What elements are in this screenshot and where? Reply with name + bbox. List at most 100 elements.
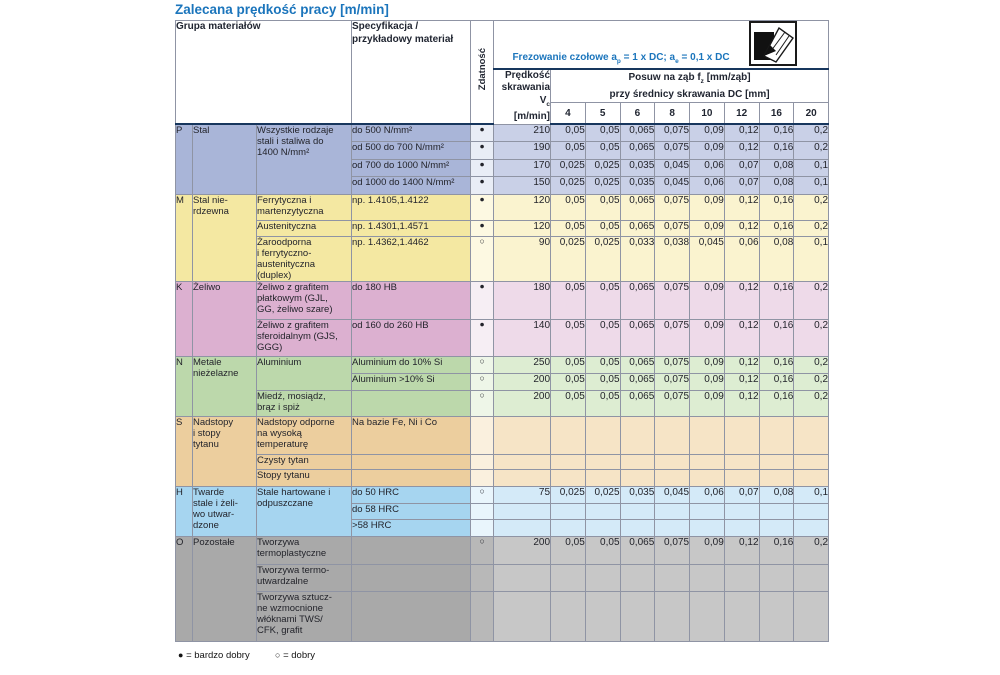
feed-cell: 0,05	[550, 355, 586, 374]
feed-cell	[793, 518, 830, 537]
feed-cell: 0,16	[758, 535, 795, 565]
spec-cell: Na bazie Fe, Ni i Co	[351, 415, 472, 455]
filled-dot-symbol: ●	[178, 650, 184, 660]
cutting-speed-cell: 200	[493, 390, 552, 417]
header-cutting-speed: Prędkość skrawania Vc [m/min]	[493, 68, 552, 125]
header-specification: Specyfikacja / przykładowy materiał	[351, 20, 472, 125]
feed-cell: 0,05	[550, 318, 586, 357]
section-hardened: H Twarde stale i żeli- wo utwar- dzone S…	[175, 485, 830, 537]
subgroup-cell: Nadstopy odporne na wysoką temperaturę	[255, 415, 353, 455]
table-row: K Żeliwo Żeliwo z grafitem płatkowym (GJ…	[175, 280, 830, 357]
feed-cell: 0,12	[723, 123, 760, 142]
feed-cell	[793, 590, 830, 642]
table-row: Żaroodporna i ferrytyczno- austenityczna…	[176, 235, 830, 282]
feed-cell: 0,045	[654, 485, 691, 504]
subgroup-cell: Aluminium	[255, 355, 353, 391]
table-row: Tworzywa termo- utwardzalne	[176, 563, 830, 592]
group-name: Twarde stale i żeli- wo utwar- dzone	[192, 485, 257, 537]
feed-cell: 0,065	[619, 219, 656, 237]
suitability-cell: ○	[470, 535, 495, 565]
table-row: Aluminium >10% Si ○ 200 0,05 0,05 0,065 0,0…	[176, 373, 830, 391]
header-dc-6: 6	[619, 102, 656, 126]
feed-cell: 0,09	[689, 219, 725, 237]
feed-cell: 0,065	[619, 123, 656, 142]
subgroup-cell: Austenityczna	[255, 219, 353, 237]
feed-cell: 0,09	[689, 318, 725, 357]
cutting-speed-cell: 210	[493, 123, 552, 142]
suitability-rotated-label: Zdatność	[476, 48, 488, 91]
group-letter: M	[175, 193, 193, 282]
feed-cell: 0,035	[619, 158, 656, 177]
feed-cell: 0,2	[793, 373, 830, 391]
feed-cell: 0,025	[584, 176, 621, 195]
feed-cell	[550, 563, 586, 592]
header-face-milling: Frezowanie czołowe ap = 1 x DC; ae = 0,1…	[493, 20, 830, 70]
section-superalloys: S Nadstopy i stopy tytanu Nadstopy odpor…	[175, 415, 830, 487]
cutting-speed-cell: 120	[493, 219, 552, 237]
section-cast-iron: K Żeliwo Żeliwo z grafitem płatkowym (GJ…	[175, 280, 830, 357]
header-dc-10: 10	[689, 102, 725, 126]
feed-cell	[584, 518, 621, 537]
feed-cell	[689, 415, 725, 455]
feed-cell	[584, 563, 621, 592]
feed-cell: 0,12	[723, 535, 760, 565]
feed-cell: 0,16	[758, 280, 795, 320]
feed-cell	[758, 563, 795, 592]
feed-cell	[689, 502, 725, 520]
feed-cell: 0,025	[550, 176, 586, 195]
feed-cell: 0,05	[550, 280, 586, 320]
feed-cell: 0,025	[584, 235, 621, 282]
feed-cell	[654, 590, 691, 642]
group-name: Nadstopy i stopy tytanu	[192, 415, 257, 487]
spec-cell: od 500 do 700 N/mm²	[351, 141, 472, 160]
cutting-speed-cell	[493, 590, 552, 642]
feed-cell: 0,06	[723, 235, 760, 282]
feed-cell: 0,05	[584, 535, 621, 565]
feed-cell: 0,05	[584, 219, 621, 237]
spec-cell: od 1000 do 1400 N/mm²	[351, 176, 472, 195]
table-row: O Pozostałe Tworzywa termoplastyczne ○ 2…	[175, 535, 830, 642]
spec-cell: do 50 HRC	[351, 485, 472, 504]
cutting-speed-cell: 170	[493, 158, 552, 177]
feed-cell	[619, 415, 656, 455]
subgroup-cell: Stale hartowane i odpuszczane	[255, 485, 353, 537]
suitability-cell	[470, 563, 495, 592]
feed-cell: 0,05	[584, 280, 621, 320]
feed-cell	[619, 453, 656, 470]
feed-cell: 0,065	[619, 373, 656, 391]
feed-cell: 0,05	[550, 219, 586, 237]
feed-cell	[619, 468, 656, 487]
feed-cell: 0,075	[654, 355, 691, 374]
feed-cell: 0,12	[723, 219, 760, 237]
feed-cell	[689, 563, 725, 592]
feed-cell	[584, 590, 621, 642]
feed-cell: 0,05	[584, 193, 621, 221]
spec-cell: do 500 N/mm²	[351, 123, 472, 142]
cutting-speed-cell: 180	[493, 280, 552, 320]
feed-cell: 0,06	[689, 176, 725, 195]
spec-cell: np. 1.4362,1.4462	[351, 235, 472, 282]
feed-cell: 0,2	[793, 123, 830, 142]
spec-cell	[351, 453, 472, 470]
feed-cell	[758, 518, 795, 537]
section-others: O Pozostałe Tworzywa termoplastyczne ○ 2…	[175, 535, 830, 642]
feed-cell: 0,075	[654, 373, 691, 391]
feed-cell: 0,05	[550, 193, 586, 221]
feed-cell	[584, 502, 621, 520]
cutting-speed-cell: 75	[493, 485, 552, 504]
feed-cell: 0,09	[689, 280, 725, 320]
cutting-speed-cell: 200	[493, 373, 552, 391]
feed-cell	[723, 563, 760, 592]
table-row: Żeliwo z grafitem sferoidalnym (GJS, GGG…	[176, 318, 830, 357]
cutting-speed-cell	[493, 563, 552, 592]
spec-cell: Aluminium do 10% Si	[351, 355, 472, 374]
table-row: Miedź, mosiądz, brąz i spiż ○ 200 0,05 0,…	[176, 390, 830, 417]
feed-cell	[723, 468, 760, 487]
open-dot-symbol: ○	[275, 650, 281, 660]
feed-cell: 0,075	[654, 318, 691, 357]
feed-cell: 0,075	[654, 280, 691, 320]
feed-cell: 0,045	[654, 176, 691, 195]
spec-cell: >58 HRC	[351, 518, 472, 537]
feed-cell: 0,038	[654, 235, 691, 282]
feed-cell: 0,12	[723, 141, 760, 160]
